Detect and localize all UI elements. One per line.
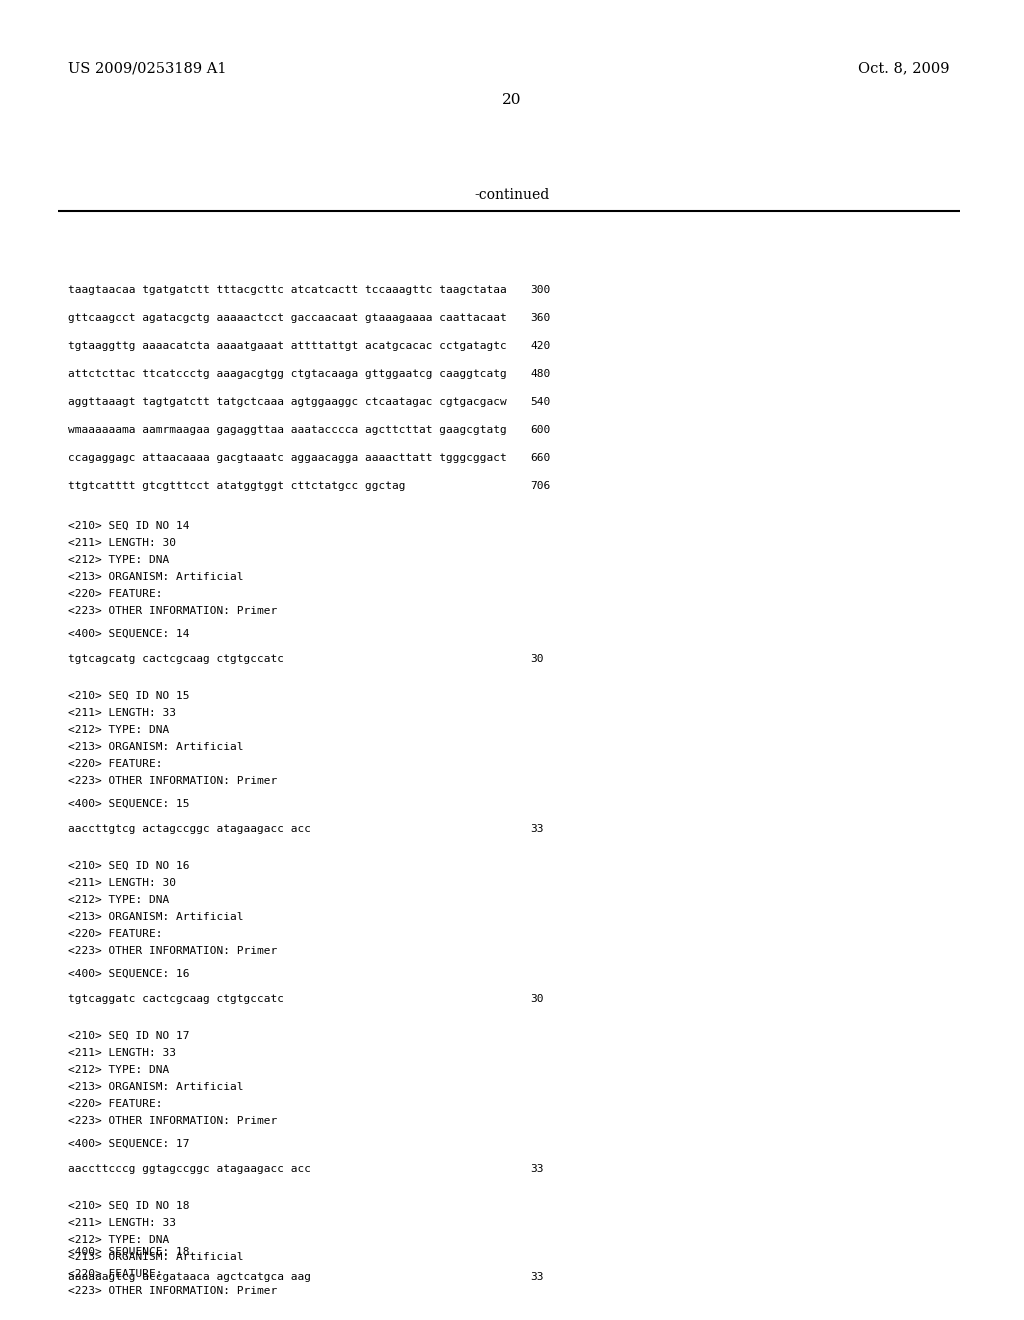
Text: 540: 540: [530, 397, 550, 407]
Text: <212> TYPE: DNA: <212> TYPE: DNA: [68, 554, 169, 565]
Text: <212> TYPE: DNA: <212> TYPE: DNA: [68, 1236, 169, 1245]
Text: <223> OTHER INFORMATION: Primer: <223> OTHER INFORMATION: Primer: [68, 776, 278, 785]
Text: <400> SEQUENCE: 17: <400> SEQUENCE: 17: [68, 1139, 189, 1148]
Text: <400> SEQUENCE: 18: <400> SEQUENCE: 18: [68, 1247, 189, 1257]
Text: <210> SEQ ID NO 15: <210> SEQ ID NO 15: [68, 690, 189, 701]
Text: <212> TYPE: DNA: <212> TYPE: DNA: [68, 1065, 169, 1074]
Text: aaaaaagtcg accgataaca agctcatgca aag: aaaaaagtcg accgataaca agctcatgca aag: [68, 1272, 311, 1282]
Text: 600: 600: [530, 425, 550, 436]
Text: 300: 300: [530, 285, 550, 294]
Text: <210> SEQ ID NO 17: <210> SEQ ID NO 17: [68, 1031, 189, 1041]
Text: <212> TYPE: DNA: <212> TYPE: DNA: [68, 895, 169, 906]
Text: aaccttgtcg actagccggc atagaagacc acc: aaccttgtcg actagccggc atagaagacc acc: [68, 824, 311, 834]
Text: gttcaagcct agatacgctg aaaaactcct gaccaacaat gtaaagaaaa caattacaat: gttcaagcct agatacgctg aaaaactcct gaccaac…: [68, 313, 507, 323]
Text: <223> OTHER INFORMATION: Primer: <223> OTHER INFORMATION: Primer: [68, 1286, 278, 1296]
Text: 706: 706: [530, 480, 550, 491]
Text: 480: 480: [530, 370, 550, 379]
Text: -continued: -continued: [474, 187, 550, 202]
Text: <400> SEQUENCE: 15: <400> SEQUENCE: 15: [68, 799, 189, 809]
Text: <211> LENGTH: 33: <211> LENGTH: 33: [68, 1048, 176, 1059]
Text: 420: 420: [530, 341, 550, 351]
Text: 660: 660: [530, 453, 550, 463]
Text: <223> OTHER INFORMATION: Primer: <223> OTHER INFORMATION: Primer: [68, 606, 278, 616]
Text: <213> ORGANISM: Artificial: <213> ORGANISM: Artificial: [68, 572, 244, 582]
Text: <220> FEATURE:: <220> FEATURE:: [68, 759, 163, 770]
Text: tgtcagcatg cactcgcaag ctgtgccatc: tgtcagcatg cactcgcaag ctgtgccatc: [68, 653, 284, 664]
Text: 33: 33: [530, 1272, 544, 1282]
Text: <223> OTHER INFORMATION: Primer: <223> OTHER INFORMATION: Primer: [68, 946, 278, 956]
Text: 20: 20: [502, 92, 522, 107]
Text: <210> SEQ ID NO 14: <210> SEQ ID NO 14: [68, 521, 189, 531]
Text: <211> LENGTH: 33: <211> LENGTH: 33: [68, 1218, 176, 1228]
Text: <213> ORGANISM: Artificial: <213> ORGANISM: Artificial: [68, 912, 244, 921]
Text: <211> LENGTH: 30: <211> LENGTH: 30: [68, 878, 176, 888]
Text: tgtcaggatc cactcgcaag ctgtgccatc: tgtcaggatc cactcgcaag ctgtgccatc: [68, 994, 284, 1005]
Text: <220> FEATURE:: <220> FEATURE:: [68, 589, 163, 599]
Text: <211> LENGTH: 30: <211> LENGTH: 30: [68, 539, 176, 548]
Text: <400> SEQUENCE: 16: <400> SEQUENCE: 16: [68, 969, 189, 979]
Text: Oct. 8, 2009: Oct. 8, 2009: [858, 61, 950, 75]
Text: <213> ORGANISM: Artificial: <213> ORGANISM: Artificial: [68, 742, 244, 752]
Text: <400> SEQUENCE: 14: <400> SEQUENCE: 14: [68, 630, 189, 639]
Text: tgtaaggttg aaaacatcta aaaatgaaat attttattgt acatgcacac cctgatagtc: tgtaaggttg aaaacatcta aaaatgaaat attttat…: [68, 341, 507, 351]
Text: <223> OTHER INFORMATION: Primer: <223> OTHER INFORMATION: Primer: [68, 1115, 278, 1126]
Text: aaccttcccg ggtagccggc atagaagacc acc: aaccttcccg ggtagccggc atagaagacc acc: [68, 1164, 311, 1173]
Text: <220> FEATURE:: <220> FEATURE:: [68, 1269, 163, 1279]
Text: ttgtcatttt gtcgtttcct atatggtggt cttctatgcc ggctag: ttgtcatttt gtcgtttcct atatggtggt cttctat…: [68, 480, 406, 491]
Text: wmaaaaaama aamrmaagaa gagaggttaa aaatacccca agcttcttat gaagcgtatg: wmaaaaaama aamrmaagaa gagaggttaa aaatacc…: [68, 425, 507, 436]
Text: <213> ORGANISM: Artificial: <213> ORGANISM: Artificial: [68, 1251, 244, 1262]
Text: <212> TYPE: DNA: <212> TYPE: DNA: [68, 725, 169, 735]
Text: ccagaggagc attaacaaaa gacgtaaatc aggaacagga aaaacttatt tgggcggact: ccagaggagc attaacaaaa gacgtaaatc aggaaca…: [68, 453, 507, 463]
Text: <213> ORGANISM: Artificial: <213> ORGANISM: Artificial: [68, 1082, 244, 1092]
Text: US 2009/0253189 A1: US 2009/0253189 A1: [68, 61, 226, 75]
Text: aggttaaagt tagtgatctt tatgctcaaa agtggaaggc ctcaatagac cgtgacgacw: aggttaaagt tagtgatctt tatgctcaaa agtggaa…: [68, 397, 507, 407]
Text: 30: 30: [530, 653, 544, 664]
Text: 33: 33: [530, 1164, 544, 1173]
Text: <211> LENGTH: 33: <211> LENGTH: 33: [68, 708, 176, 718]
Text: <220> FEATURE:: <220> FEATURE:: [68, 929, 163, 939]
Text: 30: 30: [530, 994, 544, 1005]
Text: 360: 360: [530, 313, 550, 323]
Text: attctcttac ttcatccctg aaagacgtgg ctgtacaaga gttggaatcg caaggtcatg: attctcttac ttcatccctg aaagacgtgg ctgtaca…: [68, 370, 507, 379]
Text: <210> SEQ ID NO 18: <210> SEQ ID NO 18: [68, 1201, 189, 1210]
Text: <210> SEQ ID NO 16: <210> SEQ ID NO 16: [68, 861, 189, 871]
Text: <220> FEATURE:: <220> FEATURE:: [68, 1100, 163, 1109]
Text: 33: 33: [530, 824, 544, 834]
Text: taagtaacaa tgatgatctt tttacgcttc atcatcactt tccaaagttc taagctataa: taagtaacaa tgatgatctt tttacgcttc atcatca…: [68, 285, 507, 294]
